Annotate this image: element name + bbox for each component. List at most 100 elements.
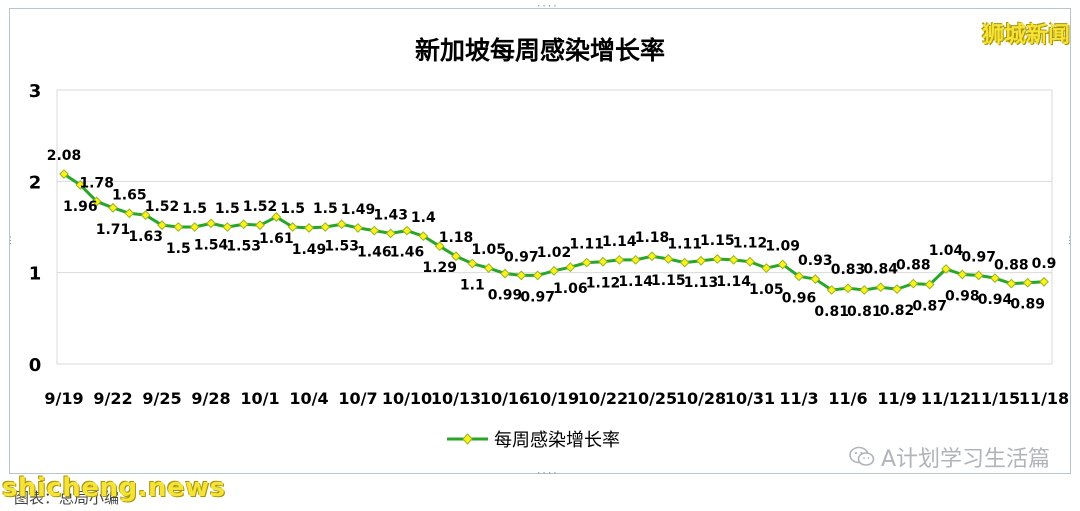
data-point (451, 251, 461, 262)
data-label: 1.63 (128, 229, 163, 245)
data-point (777, 259, 788, 270)
data-point (794, 271, 804, 282)
chart-legend: 每周感染增长率 (447, 430, 620, 451)
data-point (826, 285, 837, 295)
data-point (238, 219, 249, 230)
data-label: 1.65 (112, 187, 147, 203)
data-point (418, 231, 429, 242)
x-tick-label: 10/25 (627, 389, 677, 408)
chart-frame: ···· ···· ⋮ ⋮ (6, 3, 1074, 479)
data-label: 0.97 (520, 289, 555, 305)
x-tick-label: 11/9 (877, 389, 916, 408)
x-tick-label: 10/13 (431, 389, 481, 408)
legend-marker-swatch (462, 433, 473, 445)
data-point (810, 274, 821, 284)
data-point (467, 258, 478, 269)
data-point (549, 265, 559, 276)
data-label: 1.4 (411, 210, 436, 226)
data-label: 1.15 (700, 233, 735, 249)
data-label: 1.53 (324, 238, 359, 254)
data-point (75, 180, 86, 190)
data-label: 0.81 (847, 304, 882, 320)
data-label: 1.5 (215, 201, 240, 217)
data-label: 1.1 (460, 278, 485, 294)
data-point (598, 256, 608, 267)
x-tick-label: 10/16 (480, 389, 530, 408)
data-label: 1.78 (79, 175, 114, 191)
data-label: 1.13 (684, 275, 719, 291)
x-tick-label: 9/25 (142, 389, 181, 408)
data-label: 1.5 (280, 201, 305, 217)
chart-title: 新加坡每周感染增长率 (415, 36, 665, 65)
data-label: 1.49 (292, 242, 327, 258)
data-label: 1.02 (537, 245, 572, 261)
data-point (728, 254, 739, 265)
data-point (957, 269, 968, 280)
data-label: 1.14 (602, 234, 637, 250)
data-label: 1.04 (929, 243, 964, 259)
data-label: 1.14 (618, 274, 653, 290)
data-point (271, 212, 282, 222)
data-point (320, 222, 331, 232)
resize-handle-left[interactable]: ⋮ (6, 236, 15, 246)
data-label: 1.06 (553, 281, 588, 297)
data-point (108, 202, 118, 213)
data-label: 1.12 (586, 276, 621, 292)
x-tick-label: 11/18 (1019, 389, 1069, 408)
data-point (696, 255, 706, 266)
resize-handle-bottom[interactable]: ···· (536, 469, 558, 479)
data-point (892, 284, 902, 295)
x-tick-label: 10/4 (289, 389, 328, 408)
y-tick-label: 0 (29, 355, 42, 376)
data-label: 0.9 (1032, 256, 1057, 272)
data-point (336, 219, 347, 230)
data-label: 1.46 (390, 245, 425, 261)
data-label: 1.11 (667, 237, 702, 253)
brand-label: A计划学习生活篇 (849, 441, 1050, 473)
data-point (859, 285, 870, 295)
data-point (745, 256, 755, 267)
data-point (402, 225, 412, 236)
data-label: 0.94 (978, 292, 1013, 308)
data-label: 0.89 (1010, 297, 1045, 313)
resize-handle-top[interactable]: ···· (536, 2, 558, 12)
data-label: 1.29 (422, 260, 457, 276)
data-label: 1.15 (651, 273, 686, 289)
plot-area (56, 89, 1053, 365)
data-point (206, 218, 216, 229)
data-point (304, 223, 314, 233)
data-point (565, 262, 576, 273)
data-label: 1.11 (569, 237, 604, 253)
x-tick-label: 9/22 (93, 389, 132, 408)
data-point (385, 228, 396, 239)
data-point (663, 254, 674, 264)
data-point (287, 222, 298, 232)
data-point (532, 270, 543, 281)
data-point (353, 223, 363, 233)
data-label: 1.61 (259, 231, 294, 247)
data-point (124, 208, 135, 219)
data-label: 0.97 (961, 249, 996, 265)
x-tick-label: 10/7 (338, 389, 377, 408)
data-label: 1.05 (471, 242, 506, 258)
data-point (630, 254, 641, 265)
data-point (973, 270, 984, 281)
data-label: 0.99 (488, 288, 523, 304)
data-point (516, 270, 527, 281)
data-point (679, 257, 690, 268)
data-label: 0.88 (994, 258, 1029, 274)
y-tick-label: 3 (29, 81, 42, 102)
data-label: 1.09 (765, 238, 800, 254)
data-point (369, 225, 380, 236)
data-label: 0.93 (798, 253, 833, 269)
data-label: 1.96 (63, 199, 98, 215)
legend-label: 每周感染增长率 (494, 430, 620, 451)
data-point (140, 210, 151, 221)
data-point (222, 222, 233, 232)
data-label: 1.46 (357, 245, 392, 261)
data-label: 0.88 (896, 258, 931, 274)
data-label: 1.52 (243, 199, 278, 215)
data-label: 1.49 (341, 202, 376, 218)
resize-handle-right[interactable]: ⋮ (1065, 236, 1074, 246)
wechat-icon (849, 446, 875, 468)
